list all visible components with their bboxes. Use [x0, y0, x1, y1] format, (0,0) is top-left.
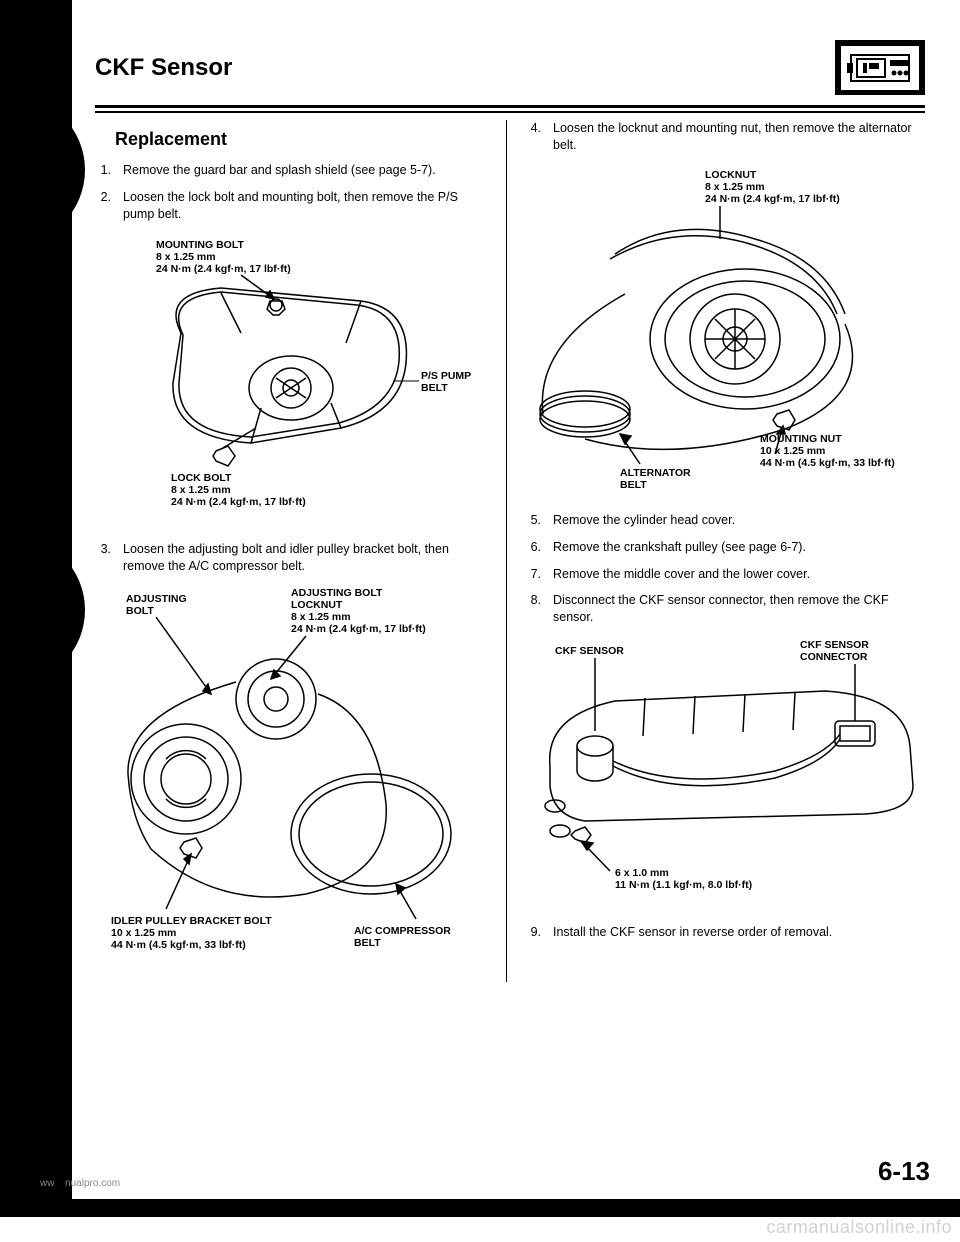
figure-alternator: LOCKNUT 8 x 1.25 mm 24 N·m (2.4 kgf·m, 1…	[525, 164, 925, 494]
footer-site: ww....nualpro.com	[40, 1178, 120, 1189]
callout-locknut-torque: 24 N·m (2.4 kgf·m, 17 lbf·ft)	[705, 193, 840, 205]
left-steps-cont: 3. Loosen the adjusting bolt and idler p…	[95, 541, 488, 575]
list-item: 8. Disconnect the CKF sensor connector, …	[525, 592, 925, 626]
step-text: Loosen the adjusting bolt and idler pull…	[123, 541, 488, 575]
callout-alt-belt-2: BELT	[620, 479, 647, 491]
step-num: 8.	[525, 592, 541, 626]
rule-thin	[95, 111, 925, 113]
left-steps: 1. Remove the guard bar and splash shiel…	[95, 162, 488, 223]
callout-ckf-bolt-torque: 11 N·m (1.1 kgf·m, 8.0 lbf·ft)	[615, 879, 752, 891]
right-steps-1: 4. Loosen the locknut and mounting nut, …	[525, 120, 925, 154]
step-text: Remove the crankshaft pulley (see page 6…	[553, 539, 925, 556]
callout-ac-belt-1: A/C COMPRESSOR	[354, 925, 451, 937]
callout-adjusting-bolt-2: BOLT	[126, 605, 154, 617]
list-item: 5. Remove the cylinder head cover.	[525, 512, 925, 529]
step-text: Remove the cylinder head cover.	[553, 512, 925, 529]
step-num: 3.	[95, 541, 111, 575]
title-row: CKF Sensor	[95, 40, 925, 101]
callout-adj-locknut-size: 8 x 1.25 mm	[291, 611, 351, 623]
callout-lock-bolt-label: LOCK BOLT	[171, 472, 232, 484]
list-item: 3. Loosen the adjusting bolt and idler p…	[95, 541, 488, 575]
figure-ps-pump: MOUNTING BOLT 8 x 1.25 mm 24 N·m (2.4 kg…	[95, 233, 488, 523]
step-text: Disconnect the CKF sensor connector, the…	[553, 592, 925, 626]
list-item: 1. Remove the guard bar and splash shiel…	[95, 162, 488, 179]
step-num: 2.	[95, 189, 111, 223]
footer-domain: nualpro.com	[65, 1178, 120, 1189]
right-steps-2: 5. Remove the cylinder head cover. 6. Re…	[525, 512, 925, 626]
callout-adj-locknut-label: ADJUSTING BOLT	[291, 587, 383, 599]
section-icon	[835, 40, 925, 95]
column-divider	[506, 120, 507, 982]
callout-ac-belt-2: BELT	[354, 937, 381, 949]
list-item: 4. Loosen the locknut and mounting nut, …	[525, 120, 925, 154]
callout-ps-pump-belt-1: P/S PUMP	[421, 370, 471, 382]
callout-ckf-bolt-size: 6 x 1.0 mm	[615, 867, 669, 879]
step-text: Remove the guard bar and splash shield (…	[123, 162, 488, 179]
bottom-strip	[0, 1199, 960, 1217]
callout-idler-size: 10 x 1.25 mm	[111, 927, 176, 939]
step-text: Loosen the lock bolt and mounting bolt, …	[123, 189, 488, 223]
list-item: 9. Install the CKF sensor in reverse ord…	[525, 924, 925, 941]
page-number: 6-13	[878, 1156, 930, 1187]
step-num: 4.	[525, 120, 541, 154]
callout-alt-belt-1: ALTERNATOR	[620, 467, 691, 479]
step-num: 6.	[525, 539, 541, 556]
callout-idler-torque: 44 N·m (4.5 kgf·m, 33 lbf·ft)	[111, 939, 246, 951]
callout-adjusting-bolt-1: ADJUSTING	[126, 593, 187, 605]
left-column: 1. Remove the guard bar and splash shiel…	[95, 162, 488, 982]
columns: 1. Remove the guard bar and splash shiel…	[95, 162, 925, 982]
rule-thick	[95, 105, 925, 108]
step-num: 9.	[525, 924, 541, 941]
callout-mounting-nut-size: 10 x 1.25 mm	[760, 445, 825, 457]
list-item: 7. Remove the middle cover and the lower…	[525, 566, 925, 583]
callout-locknut-label: LOCKNUT	[705, 169, 757, 181]
step-num: 5.	[525, 512, 541, 529]
callout-mounting-bolt-torque: 24 N·m (2.4 kgf·m, 17 lbf·ft)	[156, 263, 291, 275]
callout-ckf-conn-2: CONNECTOR	[800, 651, 868, 663]
callout-lock-bolt-torque: 24 N·m (2.4 kgf·m, 17 lbf·ft)	[171, 496, 306, 508]
step-num: 7.	[525, 566, 541, 583]
binding-tab-top	[0, 95, 85, 245]
binding-tab-mid	[0, 535, 85, 685]
callout-adj-locknut-torque: 24 N·m (2.4 kgf·m, 17 lbf·ft)	[291, 623, 426, 635]
step-text: Loosen the locknut and mounting nut, the…	[553, 120, 925, 154]
list-item: 6. Remove the crankshaft pulley (see pag…	[525, 539, 925, 556]
content: CKF Sensor Replacement	[95, 40, 925, 982]
list-item: 2. Loosen the lock bolt and mounting bol…	[95, 189, 488, 223]
step-text: Remove the middle cover and the lower co…	[553, 566, 925, 583]
callout-idler-label: IDLER PULLEY BRACKET BOLT	[111, 915, 272, 927]
watermark: carmanualsonline.info	[766, 1217, 952, 1238]
callout-mounting-nut-label: MOUNTING NUT	[760, 433, 842, 445]
page: CKF Sensor Replacement	[0, 0, 960, 1242]
callout-adj-locknut-sub: LOCKNUT	[291, 599, 343, 611]
figure-ac-compressor: ADJUSTING BOLT ADJUSTING BOLT LOCKNUT 8 …	[95, 584, 488, 964]
callout care-locknut-size: 8 x 1.25 mm	[705, 181, 765, 193]
callout-mounting-bolt-size: 8 x 1.25 mm	[156, 251, 216, 263]
right-steps-3: 9. Install the CKF sensor in reverse ord…	[525, 924, 925, 941]
callout-ckf-sensor: CKF SENSOR	[555, 645, 624, 657]
step-num: 1.	[95, 162, 111, 179]
step-text: Install the CKF sensor in reverse order …	[553, 924, 925, 941]
right-column: 4. Loosen the locknut and mounting nut, …	[525, 120, 925, 982]
callout-ckf-conn-1: CKF SENSOR	[800, 639, 869, 651]
callout-mounting-bolt-label: MOUNTING BOLT	[156, 239, 244, 251]
page-title: CKF Sensor	[95, 54, 232, 82]
figure-ckf-sensor: CKF SENSOR CKF SENSOR CONNECTOR	[525, 636, 925, 906]
callout-lock-bolt-size: 8 x 1.25 mm	[171, 484, 231, 496]
section-icon-glyph	[841, 46, 919, 90]
callout-mounting-nut-torque: 44 N·m (4.5 kgf·m, 33 lbf·ft)	[760, 457, 895, 469]
footer-prefix: ww	[40, 1178, 54, 1189]
callout-ps-pump-belt-2: BELT	[421, 382, 448, 394]
